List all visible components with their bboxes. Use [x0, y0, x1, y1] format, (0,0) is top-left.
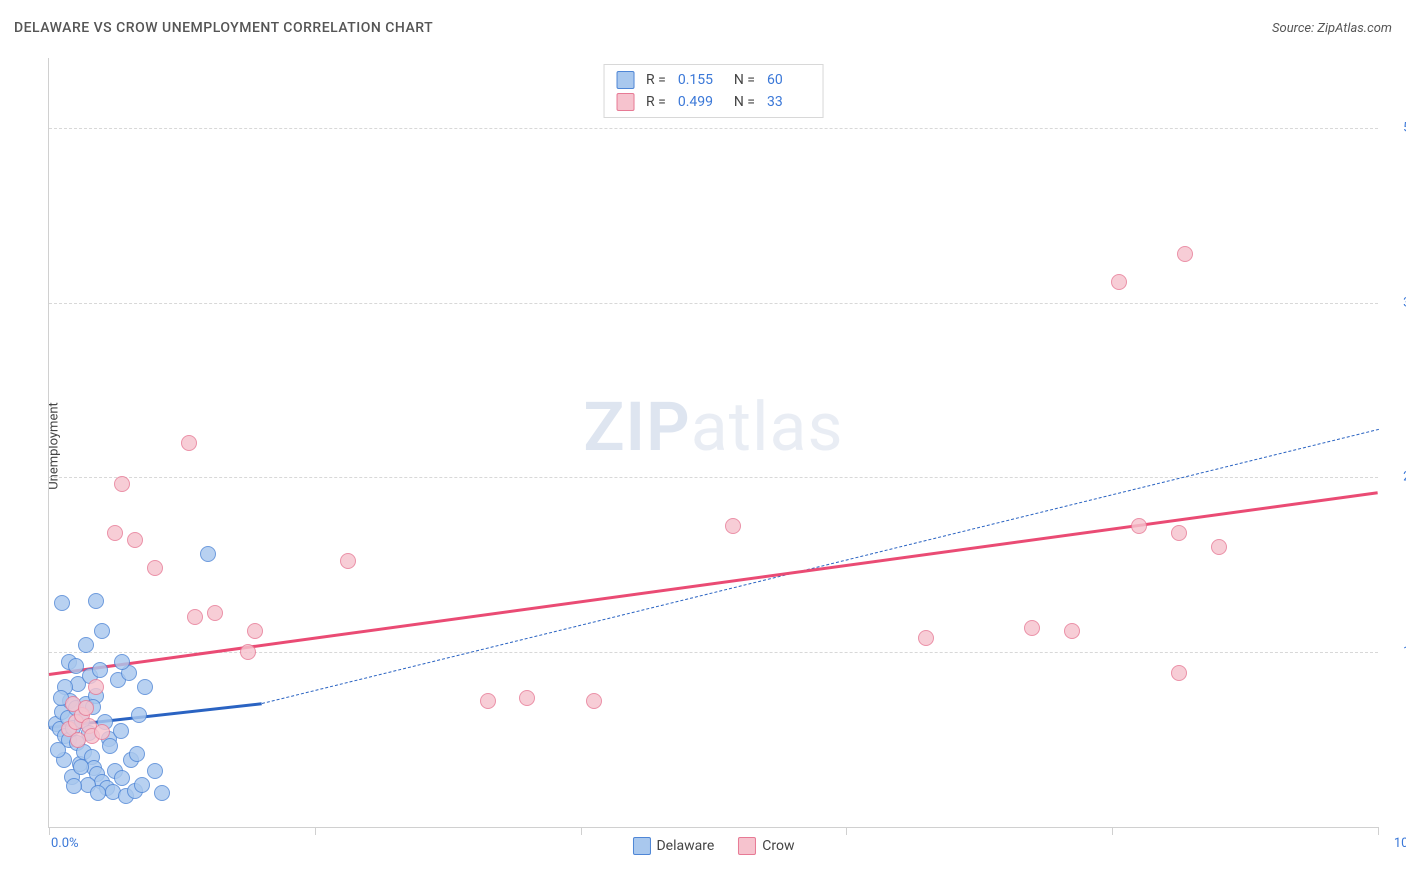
watermark-part1: ZIP [583, 387, 690, 467]
swatch-delaware [616, 71, 634, 89]
data-point [88, 593, 104, 609]
data-point [1111, 274, 1127, 290]
data-point [127, 532, 143, 548]
correlation-legend: R = 0.155 N = 60 R = 0.499 N = 33 [603, 64, 824, 118]
x-tick-label: 100.0% [1394, 836, 1406, 851]
legend-row-delaware: R = 0.155 N = 60 [616, 69, 811, 91]
data-point [1177, 246, 1193, 262]
x-tick [1112, 827, 1113, 835]
y-tick-label: 37.5% [1383, 295, 1406, 310]
chart-container: DELAWARE VS CROW UNEMPLOYMENT CORRELATIO… [0, 0, 1406, 892]
data-point [114, 770, 130, 786]
watermark-part2: atlas [691, 387, 844, 467]
data-point [1024, 620, 1040, 636]
data-point [134, 777, 150, 793]
data-point [70, 732, 86, 748]
y-tick-label: 12.5% [1383, 645, 1406, 660]
chart-title: DELAWARE VS CROW UNEMPLOYMENT CORRELATIO… [14, 20, 433, 36]
legend-row-crow: R = 0.499 N = 33 [616, 91, 811, 113]
series-legend: Delaware Crow [632, 837, 794, 855]
x-tick [581, 827, 582, 835]
data-point [240, 644, 256, 660]
data-point [107, 525, 123, 541]
data-point [1211, 539, 1227, 555]
data-point [147, 560, 163, 576]
x-tick [846, 827, 847, 835]
data-point [68, 658, 84, 674]
gridline-h [49, 128, 1378, 129]
data-point [113, 723, 129, 739]
data-point [200, 546, 216, 562]
legend-label-delaware: Delaware [656, 838, 714, 854]
data-point [129, 746, 145, 762]
x-tick [1378, 827, 1379, 835]
data-point [918, 630, 934, 646]
data-point [519, 690, 535, 706]
data-point [1064, 623, 1080, 639]
data-point [586, 693, 602, 709]
swatch-crow [616, 93, 634, 111]
data-point [131, 707, 147, 723]
x-tick-label: 0.0% [51, 836, 79, 851]
data-point [90, 785, 106, 801]
data-point [78, 700, 94, 716]
chart-plot-area: ZIPatlas R = 0.155 N = 60 R = 0.499 N = … [48, 58, 1378, 828]
data-point [207, 605, 223, 621]
data-point [187, 609, 203, 625]
n-value-crow: 33 [767, 94, 811, 110]
data-point [94, 623, 110, 639]
data-point [88, 679, 104, 695]
data-point [114, 654, 130, 670]
data-point [725, 518, 741, 534]
data-point [154, 785, 170, 801]
data-point [94, 724, 110, 740]
x-tick [49, 827, 50, 835]
swatch-delaware-bottom [632, 837, 650, 855]
r-value-delaware: 0.155 [678, 72, 722, 88]
data-point [78, 637, 94, 653]
data-point [73, 759, 89, 775]
data-point [92, 662, 108, 678]
n-value-delaware: 60 [767, 72, 811, 88]
data-point [340, 553, 356, 569]
swatch-crow-bottom [738, 837, 756, 855]
data-point [114, 476, 130, 492]
chart-source: Source: ZipAtlas.com [1272, 21, 1392, 36]
data-point [137, 679, 153, 695]
data-point [102, 738, 118, 754]
data-point [1171, 525, 1187, 541]
data-point [181, 435, 197, 451]
data-point [54, 595, 70, 611]
r-value-crow: 0.499 [678, 94, 722, 110]
chart-header: DELAWARE VS CROW UNEMPLOYMENT CORRELATIO… [14, 20, 1392, 36]
legend-label-crow: Crow [762, 838, 794, 854]
x-tick [315, 827, 316, 835]
legend-item-delaware: Delaware [632, 837, 714, 855]
data-point [480, 693, 496, 709]
y-tick-label: 50.0% [1383, 120, 1406, 135]
data-point [1131, 518, 1147, 534]
y-tick-label: 25.0% [1383, 470, 1406, 485]
data-point [1171, 665, 1187, 681]
trend-line [262, 429, 1379, 704]
data-point [50, 742, 66, 758]
data-point [247, 623, 263, 639]
gridline-h [49, 303, 1378, 304]
watermark: ZIPatlas [583, 387, 843, 467]
data-point [147, 763, 163, 779]
data-point [66, 778, 82, 794]
legend-item-crow: Crow [738, 837, 794, 855]
